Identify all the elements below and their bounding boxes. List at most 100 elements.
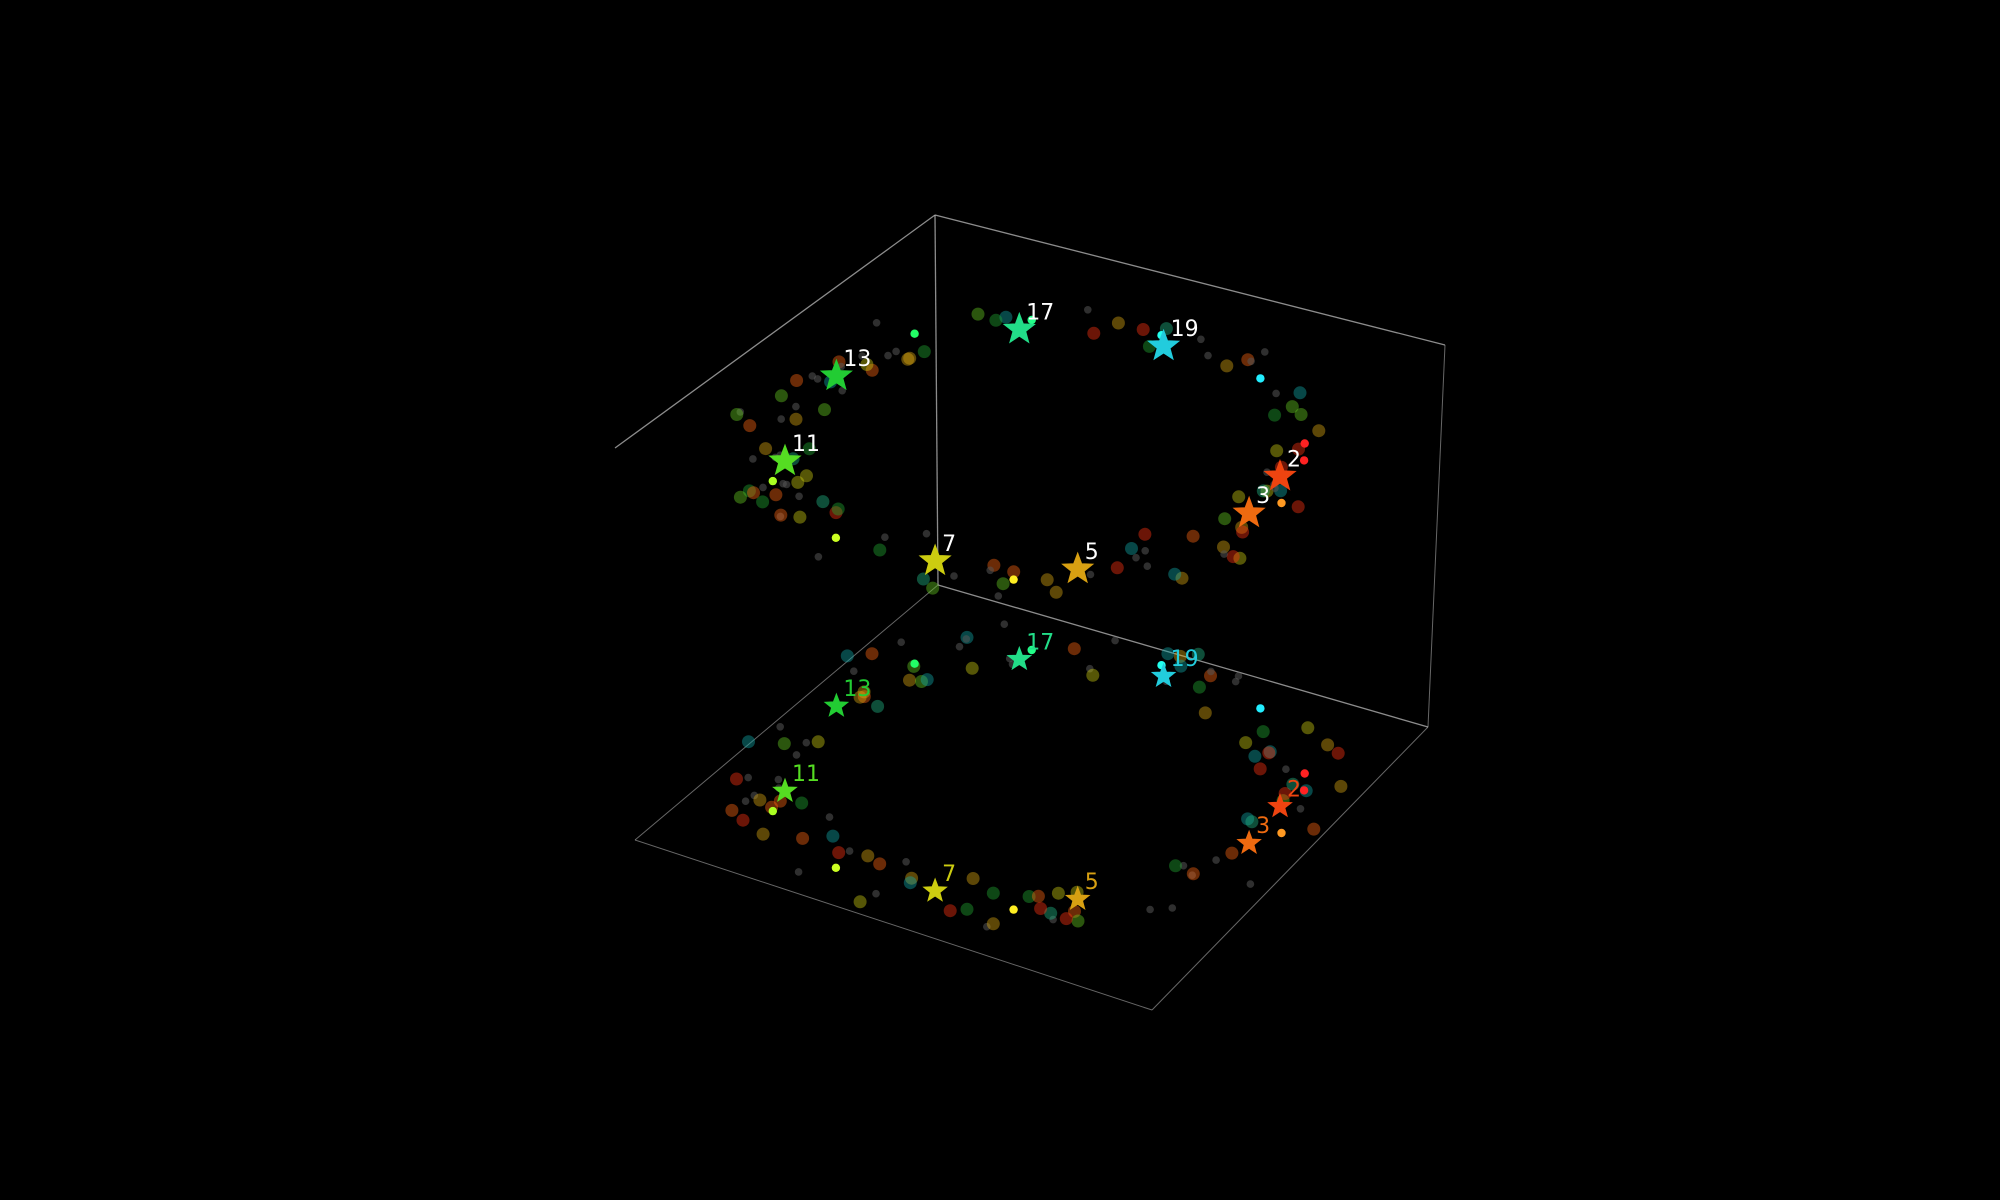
ring-point <box>832 846 846 860</box>
ring-point <box>773 794 787 808</box>
prime-label-5: 5 <box>1085 540 1099 565</box>
ring-point <box>1282 765 1290 773</box>
ring-point <box>1197 335 1205 344</box>
ring-point <box>1217 540 1230 554</box>
prime-star-19 <box>1150 662 1177 688</box>
ring-point <box>850 667 858 675</box>
prime-label-7: 7 <box>942 532 956 557</box>
box-edge <box>934 214 1446 346</box>
box-edge <box>937 584 1429 728</box>
ring-point <box>795 796 809 810</box>
ring-point <box>1256 704 1265 713</box>
ring-points <box>725 306 1348 931</box>
ring-point <box>1186 867 1200 881</box>
ring-point <box>1086 664 1094 673</box>
box-edge <box>614 214 936 449</box>
prime-star-13 <box>819 358 853 391</box>
ring-point <box>1146 905 1154 914</box>
ring-point <box>1111 636 1119 645</box>
ring-point <box>1263 745 1277 759</box>
ring-point <box>1175 571 1189 585</box>
prime-label-3: 3 <box>1256 814 1270 839</box>
ring-point <box>871 699 885 713</box>
ring-point <box>1225 846 1239 860</box>
prime-star-11 <box>772 777 798 802</box>
ring-point <box>1256 725 1270 739</box>
ring-point <box>791 475 805 489</box>
ring-point <box>1299 786 1309 795</box>
ring-point <box>736 813 750 827</box>
ring-point <box>1204 351 1212 360</box>
box-edge <box>934 214 939 586</box>
ring-point <box>825 813 834 821</box>
prime-star-19 <box>1147 328 1181 361</box>
ring-point <box>865 647 879 661</box>
ring-point <box>1051 886 1065 900</box>
ring-point <box>1272 389 1280 398</box>
ring-point <box>774 389 788 403</box>
ring-point <box>1007 565 1021 579</box>
ring-point <box>1260 484 1274 498</box>
ring-point <box>736 408 745 416</box>
ring-point <box>1277 828 1286 838</box>
prime-label-19: 19 <box>1171 647 1199 672</box>
ring-point <box>829 506 843 520</box>
prime-label-7: 7 <box>942 862 956 887</box>
prime-label-13: 13 <box>843 347 871 372</box>
ring-point <box>962 635 971 643</box>
ring-point <box>1141 547 1149 555</box>
prime-star-7 <box>918 543 952 576</box>
ring-point <box>1300 439 1309 448</box>
ring-point <box>1087 326 1101 340</box>
ring-point <box>750 791 759 800</box>
ring-point <box>1034 902 1048 915</box>
ring-point <box>1278 787 1292 800</box>
ring-point <box>790 374 804 387</box>
ring-point <box>1143 562 1152 570</box>
ring-point <box>840 649 854 663</box>
ring-point <box>826 829 840 843</box>
ring-point <box>1301 721 1315 735</box>
prime-star-17 <box>1002 311 1036 344</box>
prime-star-2 <box>1267 792 1293 818</box>
ring-point <box>838 386 846 395</box>
ring-point <box>1067 642 1081 656</box>
ring-point <box>756 827 770 841</box>
ring-point <box>881 533 889 541</box>
ring-point <box>1256 374 1265 383</box>
ring-point <box>996 577 1010 591</box>
ring-point <box>1000 620 1009 628</box>
ring-point <box>779 479 787 488</box>
ring-point <box>903 673 916 687</box>
ring-point <box>1059 912 1073 926</box>
ring-point <box>1174 659 1188 673</box>
ring-point <box>1334 779 1348 793</box>
ring-point <box>1293 386 1307 400</box>
ring-point <box>742 484 756 498</box>
ring-point <box>818 403 831 417</box>
ring-point <box>1246 880 1255 888</box>
ring-point <box>1294 408 1308 421</box>
prime-star-5 <box>1064 885 1091 910</box>
ring-point <box>808 372 817 380</box>
ring-point <box>903 351 917 365</box>
ring-point <box>1285 400 1299 414</box>
ring-point <box>1241 812 1255 826</box>
ring-point <box>905 871 919 885</box>
ring-point <box>845 847 854 855</box>
ring-point <box>1188 871 1196 879</box>
ring-point <box>983 922 991 931</box>
ring-point <box>999 310 1013 324</box>
ring-point <box>1179 861 1188 870</box>
prime-label-17: 17 <box>1026 300 1054 325</box>
ring-point <box>1286 777 1300 791</box>
ring-point <box>1040 573 1054 587</box>
ring-point <box>1084 306 1092 314</box>
prime-star-7 <box>922 877 948 902</box>
prime-star-3 <box>1236 829 1262 855</box>
ring-point <box>920 673 934 687</box>
ring-point <box>1086 668 1100 682</box>
ring-point <box>926 581 940 595</box>
